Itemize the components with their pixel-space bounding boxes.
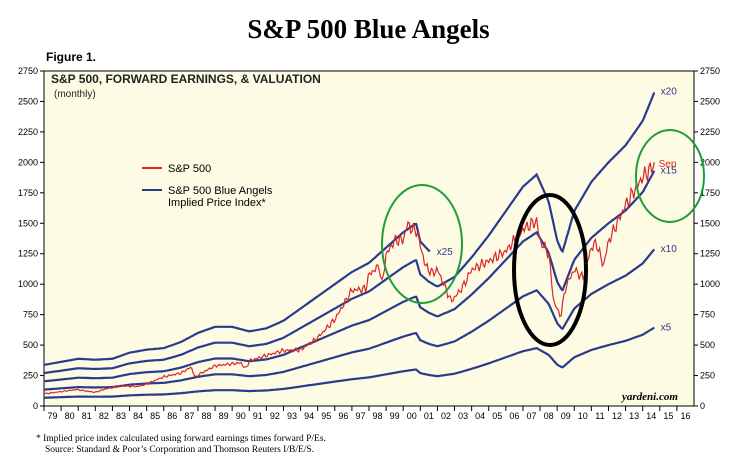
- y-tick-label-right: 2750: [700, 66, 720, 76]
- y-tick-label-left: 2500: [18, 96, 38, 106]
- x-tick-label: 07: [526, 411, 536, 421]
- series-layer: x5 x10 x15 x20 x25 Sep: [43, 87, 678, 399]
- x-tick-label: 13: [629, 411, 639, 421]
- footnote: * Implied price index calculated using f…: [36, 434, 326, 456]
- y-tick-label-left: 500: [23, 340, 38, 350]
- x-tick-label: 87: [184, 411, 194, 421]
- x-tick-label: 15: [663, 411, 673, 421]
- x-tick-label: 95: [321, 411, 331, 421]
- y-axis-right: 0 250 500 750 1000 1250 1500 1750 2000 2250 2500 27…: [694, 66, 720, 411]
- chart-subtitle: (monthly): [54, 89, 96, 100]
- x-tick-label: 11: [595, 411, 604, 421]
- x-tick-label: 16: [680, 411, 690, 421]
- legend-label-angels-line2: Implied Price Index*: [168, 197, 267, 209]
- y-tick-label-left: 1750: [18, 188, 38, 198]
- x-tick-label: 00: [407, 411, 417, 421]
- series-line-x20: [43, 92, 656, 375]
- annotation-layer: [381, 129, 705, 347]
- y-tick-label-left: 2000: [18, 157, 38, 167]
- y-tick-label-right: 1000: [700, 279, 720, 289]
- x-tick-label: 82: [99, 411, 109, 421]
- y-tick-label-right: 500: [700, 340, 715, 350]
- figure-label: Figure 1.: [46, 50, 97, 64]
- x-tick-label: 79: [48, 411, 58, 421]
- y-tick-label-right: 250: [700, 371, 715, 381]
- y-tick-label-left: 2750: [18, 66, 38, 76]
- y-tick-label-right: 1750: [700, 188, 720, 198]
- y-tick-label-right: 2000: [700, 157, 720, 167]
- series-line-sp500: [43, 161, 655, 395]
- x-tick-label: 02: [441, 411, 451, 421]
- sp500-end-label: Sep: [659, 159, 677, 170]
- y-tick-label-left: 1500: [18, 218, 38, 228]
- series-label-x15: x15: [661, 165, 678, 176]
- x-tick-label: 03: [458, 411, 468, 421]
- series-label-x20: x20: [661, 87, 678, 98]
- series-label-x25: x25: [437, 247, 454, 258]
- y-tick-label-right: 2500: [700, 96, 720, 106]
- x-tick-label: 09: [561, 411, 571, 421]
- legend-label-sp500: S&P 500: [168, 163, 211, 175]
- series-line-x25: [43, 222, 431, 366]
- y-tick-label-left: 2250: [18, 127, 38, 137]
- x-tick-label: 94: [304, 411, 314, 421]
- series-line-x15: [43, 170, 656, 383]
- legend-label-angels: S&P 500 Blue Angels: [168, 185, 273, 197]
- x-tick-label: 14: [646, 411, 656, 421]
- y-tick-label-left: 250: [23, 371, 38, 381]
- series-line-x5: [43, 326, 655, 399]
- annotation-circle-2008: [512, 193, 588, 347]
- x-tick-label: 04: [475, 411, 485, 421]
- y-tick-label-right: 1500: [700, 218, 720, 228]
- chart-title: S&P 500, FORWARD EARNINGS, & VALUATION: [51, 72, 321, 86]
- page-title: S&P 500 Blue Angels: [247, 14, 490, 44]
- x-tick-label: 96: [338, 411, 348, 421]
- x-tick-label: 08: [544, 411, 554, 421]
- footnote-source: Source: Standard & Poor’s Corporation an…: [45, 445, 315, 455]
- x-tick-label: 86: [167, 411, 177, 421]
- x-tick-label: 89: [219, 411, 229, 421]
- x-tick-label: 06: [509, 411, 519, 421]
- x-tick-label: 93: [287, 411, 297, 421]
- annotation-circle-2000: [381, 184, 463, 304]
- y-tick-label-right: 750: [700, 310, 715, 320]
- x-tick-label: 98: [373, 411, 383, 421]
- y-tick-label-left: 1250: [18, 249, 38, 259]
- plot-area: [43, 70, 695, 407]
- legend: S&P 500 S&P 500 Blue Angels Implied Pric…: [142, 163, 273, 209]
- x-tick-label: 10: [578, 411, 588, 421]
- series-label-x10: x10: [661, 244, 678, 255]
- y-tick-label-left: 1000: [18, 279, 38, 289]
- y-axis-left: 0 250 500 750 1000 1250 1500 1750 2000 2250 2500 27…: [18, 66, 44, 411]
- watermark: yardeni.com: [620, 391, 678, 403]
- footnote-implied: * Implied price index calculated using f…: [36, 434, 326, 444]
- x-tick-label: 84: [133, 411, 143, 421]
- x-tick-label: 80: [65, 411, 75, 421]
- x-tick-label: 01: [424, 411, 434, 421]
- y-tick-label-left: 0: [33, 401, 38, 411]
- x-tick-label: 12: [612, 411, 622, 421]
- x-axis: 79 80 81 82 83 84 85 86 87 88 89 90 91 92 93 94 95 96 97 98…: [43, 406, 690, 421]
- x-tick-label: 92: [270, 411, 280, 421]
- annotation-circle-2014: [635, 129, 705, 223]
- x-tick-label: 85: [150, 411, 160, 421]
- y-tick-label-right: 1250: [700, 249, 720, 259]
- x-tick-label: 05: [492, 411, 502, 421]
- x-tick-label: 88: [201, 411, 211, 421]
- x-tick-label: 97: [355, 411, 365, 421]
- y-tick-label-right: 2250: [700, 127, 720, 137]
- x-tick-label: 81: [82, 411, 92, 421]
- x-tick-label: 90: [236, 411, 246, 421]
- x-tick-label: 83: [116, 411, 126, 421]
- x-tick-label: 99: [390, 411, 400, 421]
- x-tick-label: 91: [253, 411, 263, 421]
- y-tick-label-right: 0: [700, 401, 705, 411]
- y-tick-label-left: 750: [23, 310, 38, 320]
- series-label-x5: x5: [661, 322, 672, 333]
